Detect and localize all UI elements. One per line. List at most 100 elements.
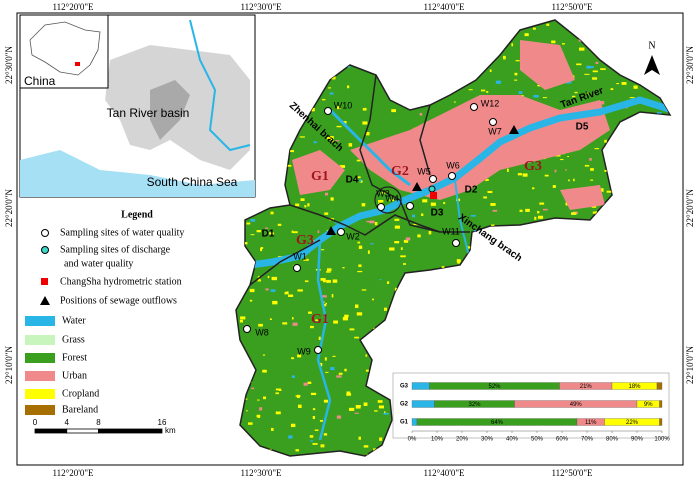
land-patch [480, 89, 486, 92]
land-patch [339, 165, 346, 168]
sampling-site [452, 239, 460, 247]
land-patch [251, 387, 255, 390]
land-patch [267, 275, 270, 279]
land-patch [277, 223, 282, 226]
land-patch [532, 187, 535, 190]
land-patch [363, 402, 368, 406]
land-patch [389, 247, 395, 251]
sampling-site [489, 118, 497, 126]
land-patch [320, 278, 326, 281]
land-patch [288, 435, 293, 439]
land-patch [290, 423, 296, 428]
land-patch [269, 232, 274, 235]
site-label: W6 [446, 160, 460, 170]
graticule-label: 22°10'0"N [4, 346, 14, 384]
land-patch [359, 178, 362, 183]
land-patch [240, 316, 246, 320]
land-patch [324, 192, 329, 196]
land-patch [457, 261, 460, 264]
land-patch [249, 288, 255, 293]
land-patch [405, 237, 411, 241]
land-patch [487, 190, 493, 194]
x-tick-label: 70% [581, 437, 594, 443]
land-patch [297, 354, 302, 358]
land-patch [313, 141, 317, 144]
sampling-site [293, 264, 301, 272]
land-patch [604, 169, 608, 172]
land-patch [270, 211, 274, 215]
x-tick-label: 40% [506, 437, 519, 443]
bar-segment [411, 382, 430, 390]
land-patch [256, 230, 261, 233]
site-label: W4 [385, 193, 399, 203]
land-patch [270, 289, 276, 292]
land-patch [325, 371, 329, 373]
land-patch [546, 23, 550, 26]
north-label: N [648, 40, 655, 51]
land-patch [421, 213, 424, 216]
land-patch [245, 398, 248, 400]
land-patch [331, 294, 334, 298]
land-patch [332, 279, 338, 283]
sewage-outflow [326, 226, 336, 235]
land-patch [307, 381, 312, 384]
legend-symbol [41, 229, 49, 237]
land-patch [347, 85, 350, 89]
land-patch [312, 416, 316, 420]
land-patch [533, 94, 539, 98]
land-patch [312, 443, 318, 445]
land-patch [282, 322, 288, 325]
land-patch [600, 68, 606, 70]
land-patch [394, 218, 400, 221]
site-label: W2 [346, 231, 360, 241]
land-patch [389, 199, 395, 202]
land-patch [391, 109, 397, 113]
land-patch [265, 288, 269, 291]
graticule-label: 22°20'0"N [685, 189, 695, 227]
land-patch [380, 192, 386, 194]
land-patch [299, 136, 305, 138]
site-label: W8 [255, 327, 269, 337]
land-patch [323, 433, 328, 436]
land-patch [346, 393, 352, 396]
land-patch [264, 227, 269, 229]
land-patch [322, 295, 327, 298]
land-patch [357, 176, 361, 179]
sampling-site [470, 103, 478, 111]
land-patch [589, 66, 594, 69]
legend-label: Grass [62, 334, 85, 345]
section-label: D4 [346, 175, 359, 186]
sewage-outflow [509, 125, 519, 134]
land-patch [349, 407, 355, 411]
land-patch [262, 354, 266, 356]
land-patch [330, 197, 334, 201]
bar-segment [656, 382, 663, 390]
land-patch [336, 415, 342, 419]
legend-title: Legend [121, 209, 153, 220]
graticule-label: 112°40'0"E [423, 2, 465, 12]
land-patch [542, 97, 547, 99]
land-patch [270, 427, 274, 431]
land-patch [565, 169, 567, 171]
sampling-site [377, 203, 385, 211]
land-patch [292, 231, 298, 234]
land-patch [303, 258, 309, 261]
land-patch [365, 354, 368, 357]
land-patch [290, 150, 295, 153]
china-frame [19, 14, 109, 89]
land-patch [346, 391, 351, 394]
land-patch [537, 215, 544, 219]
value-label: 21% [580, 384, 593, 390]
land-patch [288, 294, 294, 297]
legend-swatch [25, 316, 55, 326]
land-patch [412, 214, 416, 218]
land-patch [271, 276, 278, 281]
bar-segment [411, 418, 418, 426]
land-patch [310, 325, 314, 329]
land-patch [298, 404, 302, 408]
land-patch [633, 85, 638, 89]
legend-label: Sampling sites of discharge [60, 244, 171, 255]
land-patch [525, 208, 530, 212]
discharge-site [428, 185, 436, 193]
scale-label: 4 [65, 418, 70, 427]
